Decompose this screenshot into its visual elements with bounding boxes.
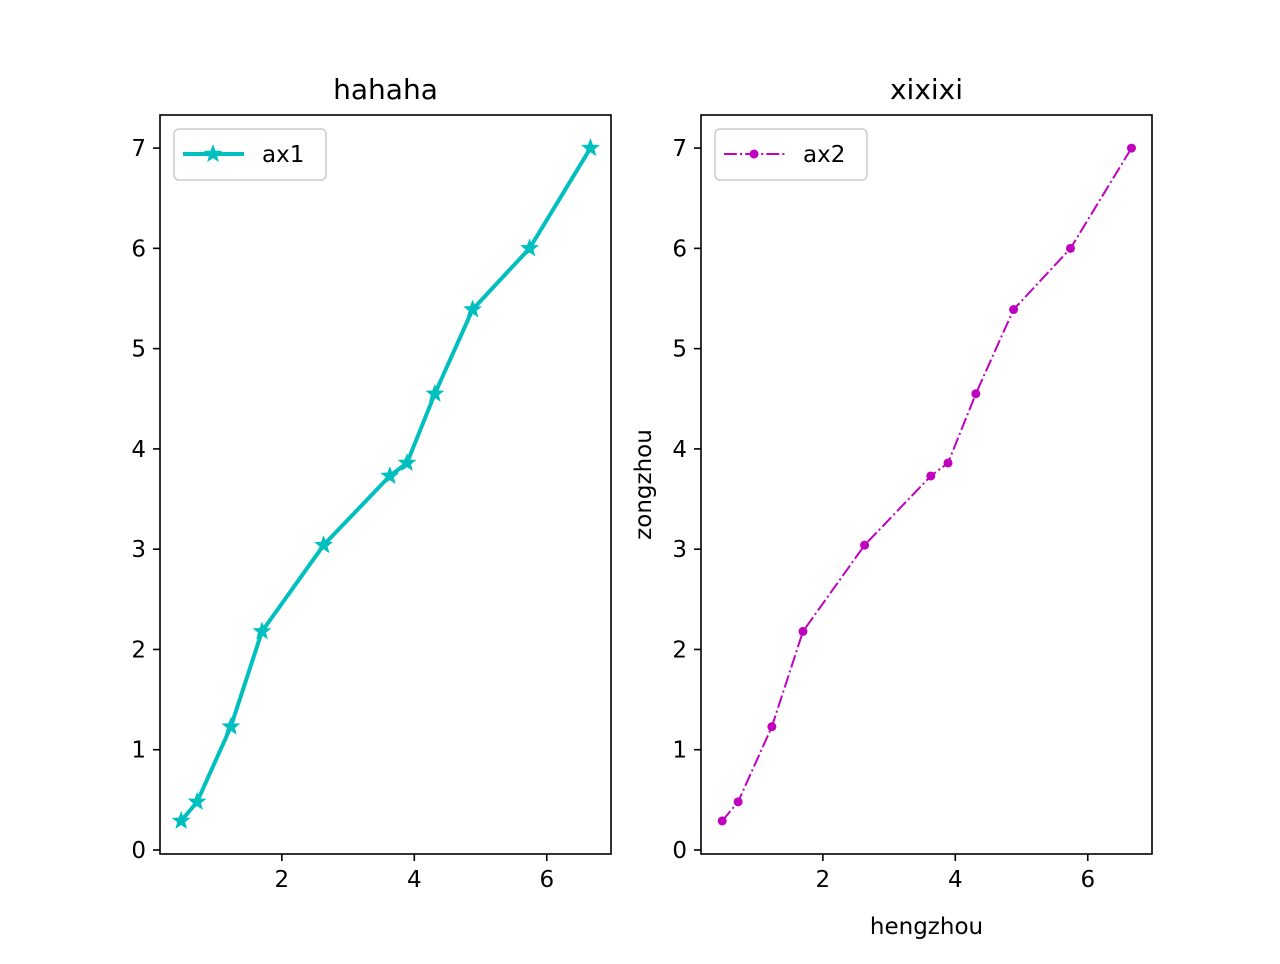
- axis-ticks: 2 4 6 0 1 2 3 4 5 6 7: [131, 136, 554, 893]
- circle-marker-icon: [767, 722, 777, 732]
- x-tick-label: 4: [948, 867, 963, 893]
- circle-marker-icon: [1126, 143, 1136, 153]
- subplot-xixixi: xixixi hengzhou zongzhou 2 4 6 0 1 2 3 4 5 6 7 ax2: [631, 73, 1153, 940]
- x-tick-label: 6: [539, 867, 554, 893]
- y-tick-label: 7: [672, 136, 687, 162]
- y-tick-label: 0: [672, 838, 687, 864]
- y-tick-label: 1: [131, 738, 146, 764]
- legend-label: ax1: [262, 142, 304, 168]
- y-tick-label: 3: [131, 537, 146, 563]
- star-marker-icon: [171, 810, 191, 829]
- star-marker-icon: [581, 138, 600, 157]
- circle-marker-icon: [733, 797, 743, 807]
- circle-marker-icon: [717, 816, 727, 826]
- star-marker-icon: [314, 535, 334, 554]
- y-tick-label: 6: [131, 236, 146, 262]
- y-tick-label: 5: [131, 337, 146, 363]
- y-tick-label: 4: [131, 437, 146, 463]
- circle-marker-icon: [860, 540, 870, 550]
- star-marker-icon: [380, 466, 400, 484]
- circle-marker-icon: [943, 458, 953, 468]
- axes-frame: [159, 114, 612, 855]
- series-ax1: [171, 138, 600, 829]
- subplot-title: hahaha: [333, 73, 438, 106]
- circle-marker-icon: [926, 471, 936, 481]
- circle-marker-icon: [1066, 243, 1076, 253]
- y-tick-label: 1: [672, 738, 687, 764]
- legend: ax2: [714, 128, 868, 181]
- axis-ticks: 2 4 6 0 1 2 3 4 5 6 7: [672, 136, 1095, 893]
- x-tick-label: 4: [407, 867, 422, 893]
- subplot-hahaha: hahaha 2 4 6 0 1 2 3 4 5 6 7 ax1: [131, 73, 612, 893]
- y-tick-label: 2: [131, 637, 146, 663]
- star-marker-icon: [187, 791, 207, 810]
- star-marker-icon: [463, 299, 483, 318]
- x-axis-label: hengzhou: [870, 914, 983, 940]
- circle-marker-icon: [798, 626, 808, 636]
- legend-label: ax2: [803, 142, 845, 168]
- y-tick-label: 3: [672, 537, 687, 563]
- star-marker-icon: [425, 383, 445, 402]
- y-axis-label: zongzhou: [631, 429, 657, 540]
- x-tick-label: 2: [816, 867, 831, 893]
- legend: ax1: [173, 128, 327, 181]
- subplot-title: xixixi: [890, 73, 963, 106]
- circle-marker-icon: [971, 389, 981, 399]
- star-marker-icon: [252, 621, 272, 640]
- legend-circle-marker-icon: [749, 149, 759, 159]
- y-tick-label: 6: [672, 236, 687, 262]
- star-marker-icon: [221, 716, 241, 735]
- series-ax2: [717, 143, 1136, 826]
- y-tick-label: 5: [672, 337, 687, 363]
- y-tick-label: 2: [672, 637, 687, 663]
- y-tick-label: 7: [131, 136, 146, 162]
- star-marker-icon: [520, 238, 539, 257]
- y-tick-label: 0: [131, 838, 146, 864]
- x-tick-label: 6: [1080, 867, 1095, 893]
- legend-star-marker-icon: [203, 144, 223, 163]
- x-tick-label: 2: [275, 867, 290, 893]
- circle-marker-icon: [1009, 305, 1019, 315]
- star-marker-icon: [397, 453, 417, 471]
- axes-frame: [700, 114, 1153, 855]
- y-tick-label: 4: [672, 437, 687, 463]
